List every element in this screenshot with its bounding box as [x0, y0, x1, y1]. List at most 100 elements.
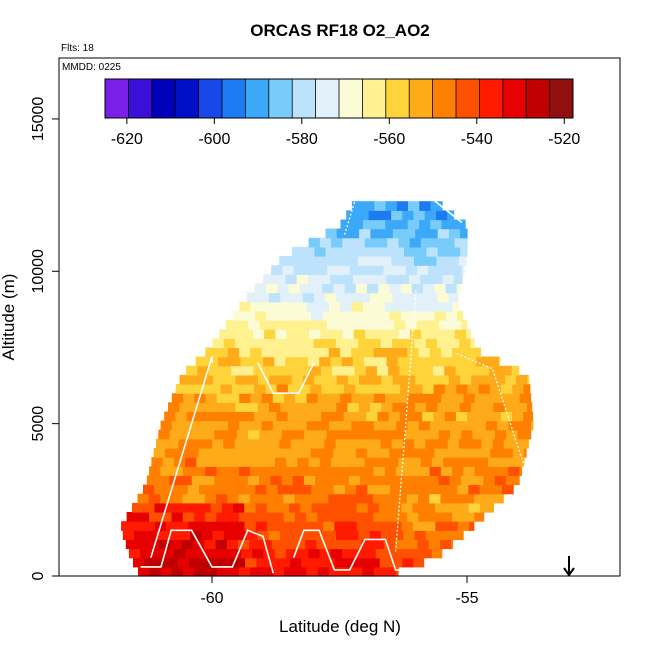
- heatmap-cell: [169, 429, 182, 440]
- heatmap-cell: [357, 557, 370, 568]
- heatmap-cell: [400, 448, 413, 458]
- heatmap-cell: [390, 502, 402, 513]
- heatmap-cell: [282, 265, 295, 275]
- heatmap-cell: [427, 320, 440, 330]
- heatmap-cell: [441, 301, 453, 312]
- heatmap-cell: [360, 320, 373, 330]
- heatmap-cell: [463, 466, 476, 476]
- heatmap-cell: [418, 347, 431, 358]
- heatmap-cell: [242, 365, 255, 376]
- heatmap-cell: [398, 237, 411, 248]
- heatmap-cell: [519, 466, 522, 476]
- heatmap-cell: [299, 448, 312, 458]
- heatmap-cell: [347, 228, 360, 239]
- colorbar-swatch: [151, 79, 176, 118]
- heatmap-cell: [360, 265, 373, 275]
- heatmap-cell: [435, 521, 448, 531]
- heatmap-cell: [339, 493, 352, 504]
- heatmap-cell: [379, 210, 392, 221]
- heatmap-cell: [396, 393, 408, 403]
- heatmap-cell: [293, 429, 305, 440]
- heatmap-cell: [267, 557, 280, 568]
- heatmap-cell: [376, 237, 388, 248]
- heatmap-cell: [243, 310, 256, 321]
- heatmap-cell: [353, 548, 366, 559]
- heatmap-cell: [291, 292, 304, 303]
- heatmap-cell: [372, 265, 384, 275]
- heatmap-cell: [373, 301, 386, 312]
- heatmap-cell: [342, 237, 355, 248]
- heatmap-cell: [212, 438, 224, 449]
- heatmap-cell: [291, 374, 304, 385]
- heatmap-cell: [160, 566, 173, 577]
- heatmap-cell: [351, 420, 364, 431]
- flight-track: [150, 356, 213, 558]
- heatmap-cell: [269, 374, 281, 385]
- heatmap-cell: [238, 493, 251, 504]
- heatmap-cell: [137, 512, 150, 522]
- heatmap-cell: [274, 356, 287, 367]
- heatmap-cell: [467, 384, 480, 394]
- heatmap-cell: [362, 393, 375, 403]
- heatmap-cell: [393, 475, 406, 486]
- heatmap-cell: [330, 274, 343, 284]
- heatmap-cell: [394, 320, 406, 330]
- heatmap-cell: [221, 448, 233, 458]
- heatmap-cell: [239, 301, 252, 312]
- heatmap-cell: [280, 292, 293, 303]
- heatmap-cell: [405, 265, 418, 275]
- heatmap-cell: [441, 219, 454, 230]
- heatmap-cell: [437, 292, 450, 303]
- heatmap-cell: [257, 438, 269, 449]
- heatmap-cell: [426, 402, 438, 412]
- heatmap-cell: [297, 457, 310, 467]
- heatmap-cell: [373, 347, 386, 358]
- heatmap-cell: [338, 265, 351, 275]
- heatmap-cell: [426, 246, 439, 257]
- heatmap-cell: [311, 521, 324, 531]
- heatmap-cell: [265, 411, 277, 422]
- heatmap-cell: [463, 393, 476, 403]
- heatmap-cell: [362, 347, 375, 358]
- heatmap-cell: [457, 521, 470, 531]
- heatmap-cell: [177, 557, 190, 568]
- heatmap-cell: [308, 548, 321, 559]
- heatmap-cell: [346, 438, 359, 449]
- heatmap-cell: [434, 484, 447, 495]
- heatmap-cell: [476, 356, 488, 367]
- heatmap-cell: [362, 219, 375, 230]
- heatmap-cell: [400, 384, 412, 394]
- heatmap-cell: [237, 320, 249, 330]
- heatmap-cell: [352, 356, 365, 367]
- heatmap-cell: [339, 512, 352, 522]
- heatmap-cell: [325, 292, 337, 303]
- heatmap-cell: [428, 265, 440, 275]
- heatmap-cell: [467, 411, 479, 422]
- heatmap-cell: [321, 384, 334, 394]
- heatmap-cell: [395, 539, 407, 550]
- heatmap-cell: [474, 493, 486, 504]
- heatmap-cell: [317, 512, 330, 522]
- heatmap-cell: [423, 502, 436, 513]
- heatmap-cell: [476, 457, 489, 467]
- heatmap-cell: [193, 512, 206, 522]
- colorbar-tick-label: -540: [461, 131, 493, 148]
- heatmap-cell: [351, 301, 364, 312]
- heatmap-cell: [289, 521, 302, 531]
- heatmap-cell: [505, 475, 518, 486]
- heatmap-cell: [283, 566, 296, 577]
- heatmap-cell: [302, 292, 315, 303]
- heatmap-cell: [301, 256, 314, 266]
- heatmap-cell: [261, 301, 274, 312]
- colorbar-swatch: [456, 79, 480, 118]
- heatmap-cell: [316, 265, 328, 275]
- heatmap-cell: [252, 457, 265, 467]
- heatmap-cell: [370, 292, 382, 303]
- heatmap-cell: [407, 219, 420, 230]
- heatmap-cell: [208, 365, 221, 376]
- heatmap-cell: [156, 438, 168, 449]
- heatmap-cell: [392, 228, 405, 239]
- heatmap-cell: [483, 475, 496, 486]
- heatmap-cell: [282, 320, 294, 330]
- heatmap-cell: [349, 265, 362, 275]
